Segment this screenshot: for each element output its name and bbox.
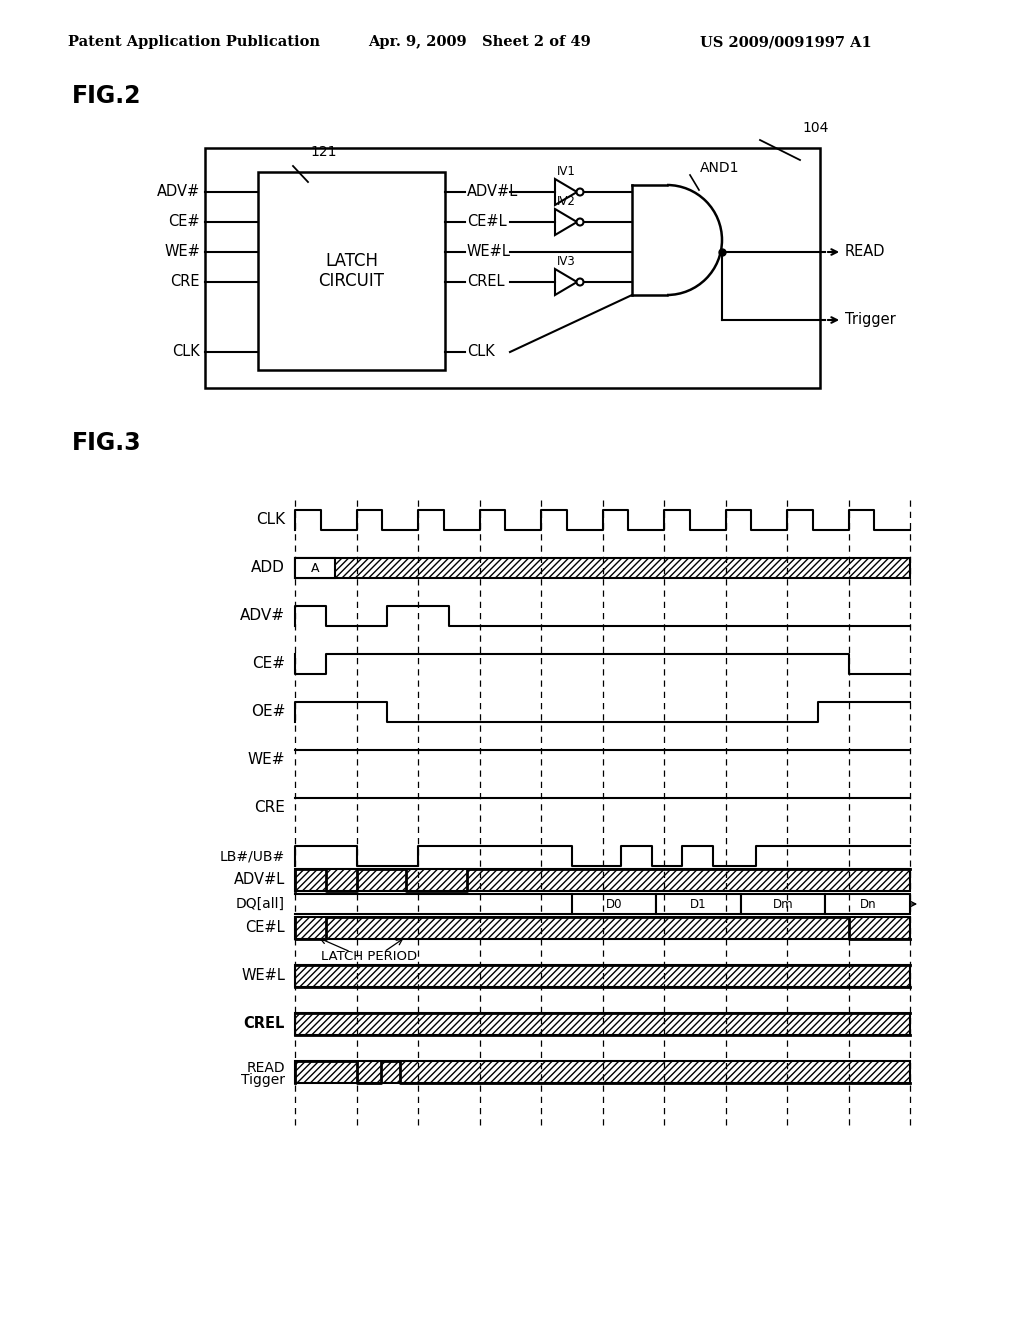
Text: IV3: IV3: [557, 255, 575, 268]
Text: IV2: IV2: [557, 195, 575, 209]
Text: WE#: WE#: [164, 244, 200, 259]
Text: ADV#: ADV#: [240, 609, 285, 623]
Bar: [295, 558, 910, 578]
Text: Apr. 9, 2009   Sheet 2 of 49: Apr. 9, 2009 Sheet 2 of 49: [368, 36, 591, 49]
Text: ADV#L: ADV#L: [233, 873, 285, 887]
Text: CREL: CREL: [467, 275, 505, 289]
Text: Tigger: Tigger: [241, 1073, 285, 1086]
Text: LB#/UB#: LB#/UB#: [220, 849, 285, 863]
Text: CE#L: CE#L: [467, 214, 507, 228]
Text: ADV#: ADV#: [157, 183, 200, 199]
Bar: [295, 869, 910, 891]
Text: D1: D1: [690, 899, 707, 912]
Text: LATCH PERIOD: LATCH PERIOD: [321, 950, 417, 964]
Circle shape: [577, 219, 584, 226]
Bar: [258, 172, 445, 370]
Circle shape: [577, 189, 584, 195]
Bar: [571, 894, 656, 913]
Text: D0: D0: [606, 899, 623, 912]
Text: FIG.2: FIG.2: [72, 84, 141, 108]
Text: CLK: CLK: [256, 512, 285, 528]
Bar: [656, 894, 741, 913]
Text: CE#L: CE#L: [246, 920, 285, 936]
Text: CE#: CE#: [168, 214, 200, 228]
Text: WE#L: WE#L: [241, 969, 285, 983]
Bar: [205, 148, 820, 388]
Text: ADV#L: ADV#L: [467, 183, 518, 199]
Text: READ: READ: [247, 1061, 285, 1074]
Bar: [825, 894, 910, 913]
Polygon shape: [555, 209, 577, 235]
Text: CIRCUIT: CIRCUIT: [318, 272, 384, 290]
Text: A: A: [310, 562, 319, 576]
Bar: [295, 917, 910, 939]
Bar: [741, 894, 825, 913]
Polygon shape: [555, 269, 577, 294]
Text: CREL: CREL: [244, 1016, 285, 1031]
Text: FIG.3: FIG.3: [72, 432, 141, 455]
Text: LATCH: LATCH: [325, 252, 378, 271]
Text: CRE: CRE: [171, 275, 200, 289]
Text: ADD: ADD: [251, 561, 285, 576]
Text: Patent Application Publication: Patent Application Publication: [68, 36, 319, 49]
Text: US 2009/0091997 A1: US 2009/0091997 A1: [700, 36, 871, 49]
Text: Trigger: Trigger: [845, 312, 896, 327]
Bar: [295, 1061, 910, 1082]
Text: IV1: IV1: [557, 165, 575, 178]
Text: CLK: CLK: [172, 345, 200, 359]
Text: WE#: WE#: [248, 752, 285, 767]
Bar: [295, 965, 910, 987]
Text: CE#: CE#: [252, 656, 285, 672]
Text: CRE: CRE: [254, 800, 285, 816]
Bar: [295, 558, 335, 578]
Text: 121: 121: [310, 145, 337, 158]
Text: WE#L: WE#L: [467, 244, 511, 259]
Circle shape: [577, 279, 584, 285]
Text: OE#: OE#: [251, 705, 285, 719]
Text: READ: READ: [845, 244, 886, 259]
Text: DQ[all]: DQ[all]: [236, 898, 285, 911]
Text: Dn: Dn: [859, 899, 876, 912]
Text: CLK: CLK: [467, 345, 495, 359]
Bar: [295, 1012, 910, 1035]
Text: 104: 104: [802, 121, 828, 135]
Text: AND1: AND1: [700, 161, 739, 176]
Text: Dm: Dm: [773, 899, 794, 912]
Polygon shape: [555, 180, 577, 205]
